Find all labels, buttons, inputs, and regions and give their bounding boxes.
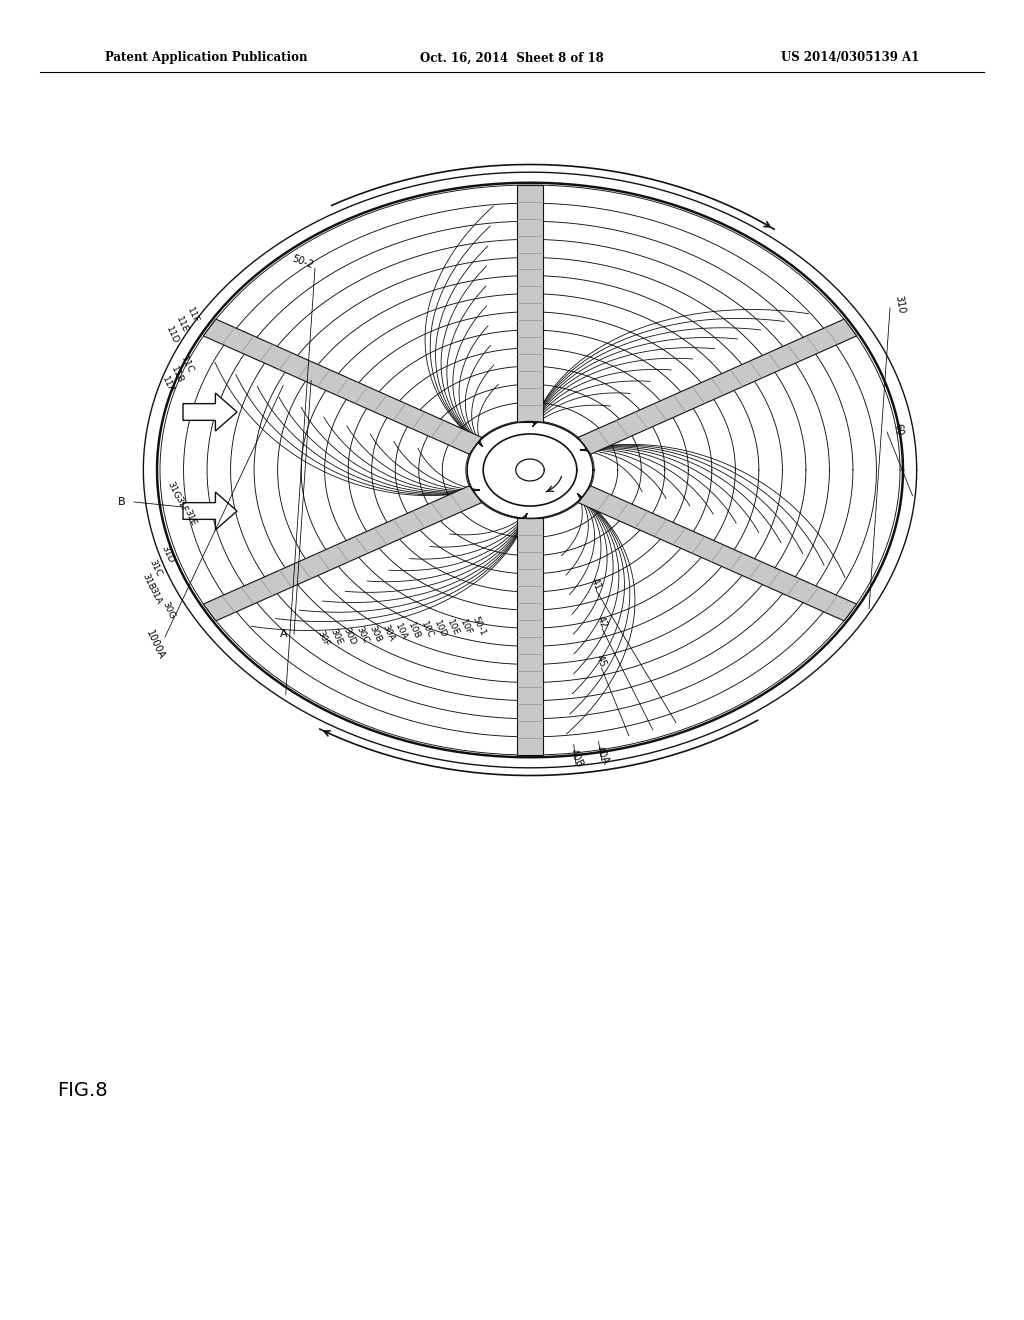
Text: 10D: 10D [432,619,447,639]
Text: 10E: 10E [445,618,461,638]
Text: 11F: 11F [185,305,201,325]
Text: Patent Application Publication: Patent Application Publication [105,51,307,65]
Text: 30A: 30A [380,623,396,643]
Text: 30F: 30F [315,628,331,647]
Text: 10A: 10A [393,622,409,642]
Text: 31E: 31E [182,508,198,528]
Text: B: B [118,498,126,507]
Text: 11D: 11D [164,325,180,346]
Text: 11C: 11C [179,355,195,375]
Text: 42: 42 [595,615,609,631]
Text: FIG.8: FIG.8 [56,1081,108,1100]
Text: 31D: 31D [159,544,175,564]
Polygon shape [204,319,482,454]
Text: 11E: 11E [174,315,189,335]
Text: Oct. 16, 2014  Sheet 8 of 18: Oct. 16, 2014 Sheet 8 of 18 [420,51,604,65]
Text: A: A [281,630,288,639]
Text: 50-1: 50-1 [471,615,487,638]
Text: 1000A: 1000A [144,628,166,661]
Text: 45: 45 [594,653,608,669]
Text: 60: 60 [892,424,904,437]
Text: 10C: 10C [419,620,435,640]
Text: 10F: 10F [459,618,473,636]
Polygon shape [183,393,237,432]
Text: 50-2: 50-2 [291,253,315,271]
Polygon shape [517,185,543,421]
Polygon shape [516,459,544,480]
Text: US 2014/0305139 A1: US 2014/0305139 A1 [780,51,919,65]
Text: 31A: 31A [147,586,163,606]
Text: 11B: 11B [169,366,184,385]
Polygon shape [517,519,543,755]
Polygon shape [483,434,577,506]
Text: 30B: 30B [368,624,383,644]
Text: 10B: 10B [407,622,422,642]
Text: 31B: 31B [140,572,156,591]
Text: 11A: 11A [160,375,176,395]
Polygon shape [183,492,237,531]
Text: 31F: 31F [173,495,188,513]
Text: 30C: 30C [354,626,370,645]
Text: 310: 310 [894,296,906,315]
Text: 30D: 30D [341,626,357,647]
Text: 31C: 31C [147,558,163,578]
Polygon shape [579,319,857,454]
Text: 41: 41 [589,577,603,593]
Text: 30G: 30G [160,599,176,620]
Text: 40A: 40A [594,744,610,766]
Text: 31G: 31G [165,479,181,500]
Polygon shape [204,486,482,620]
Text: 40B: 40B [567,748,585,770]
Polygon shape [579,486,857,620]
Text: 30E: 30E [329,627,344,647]
